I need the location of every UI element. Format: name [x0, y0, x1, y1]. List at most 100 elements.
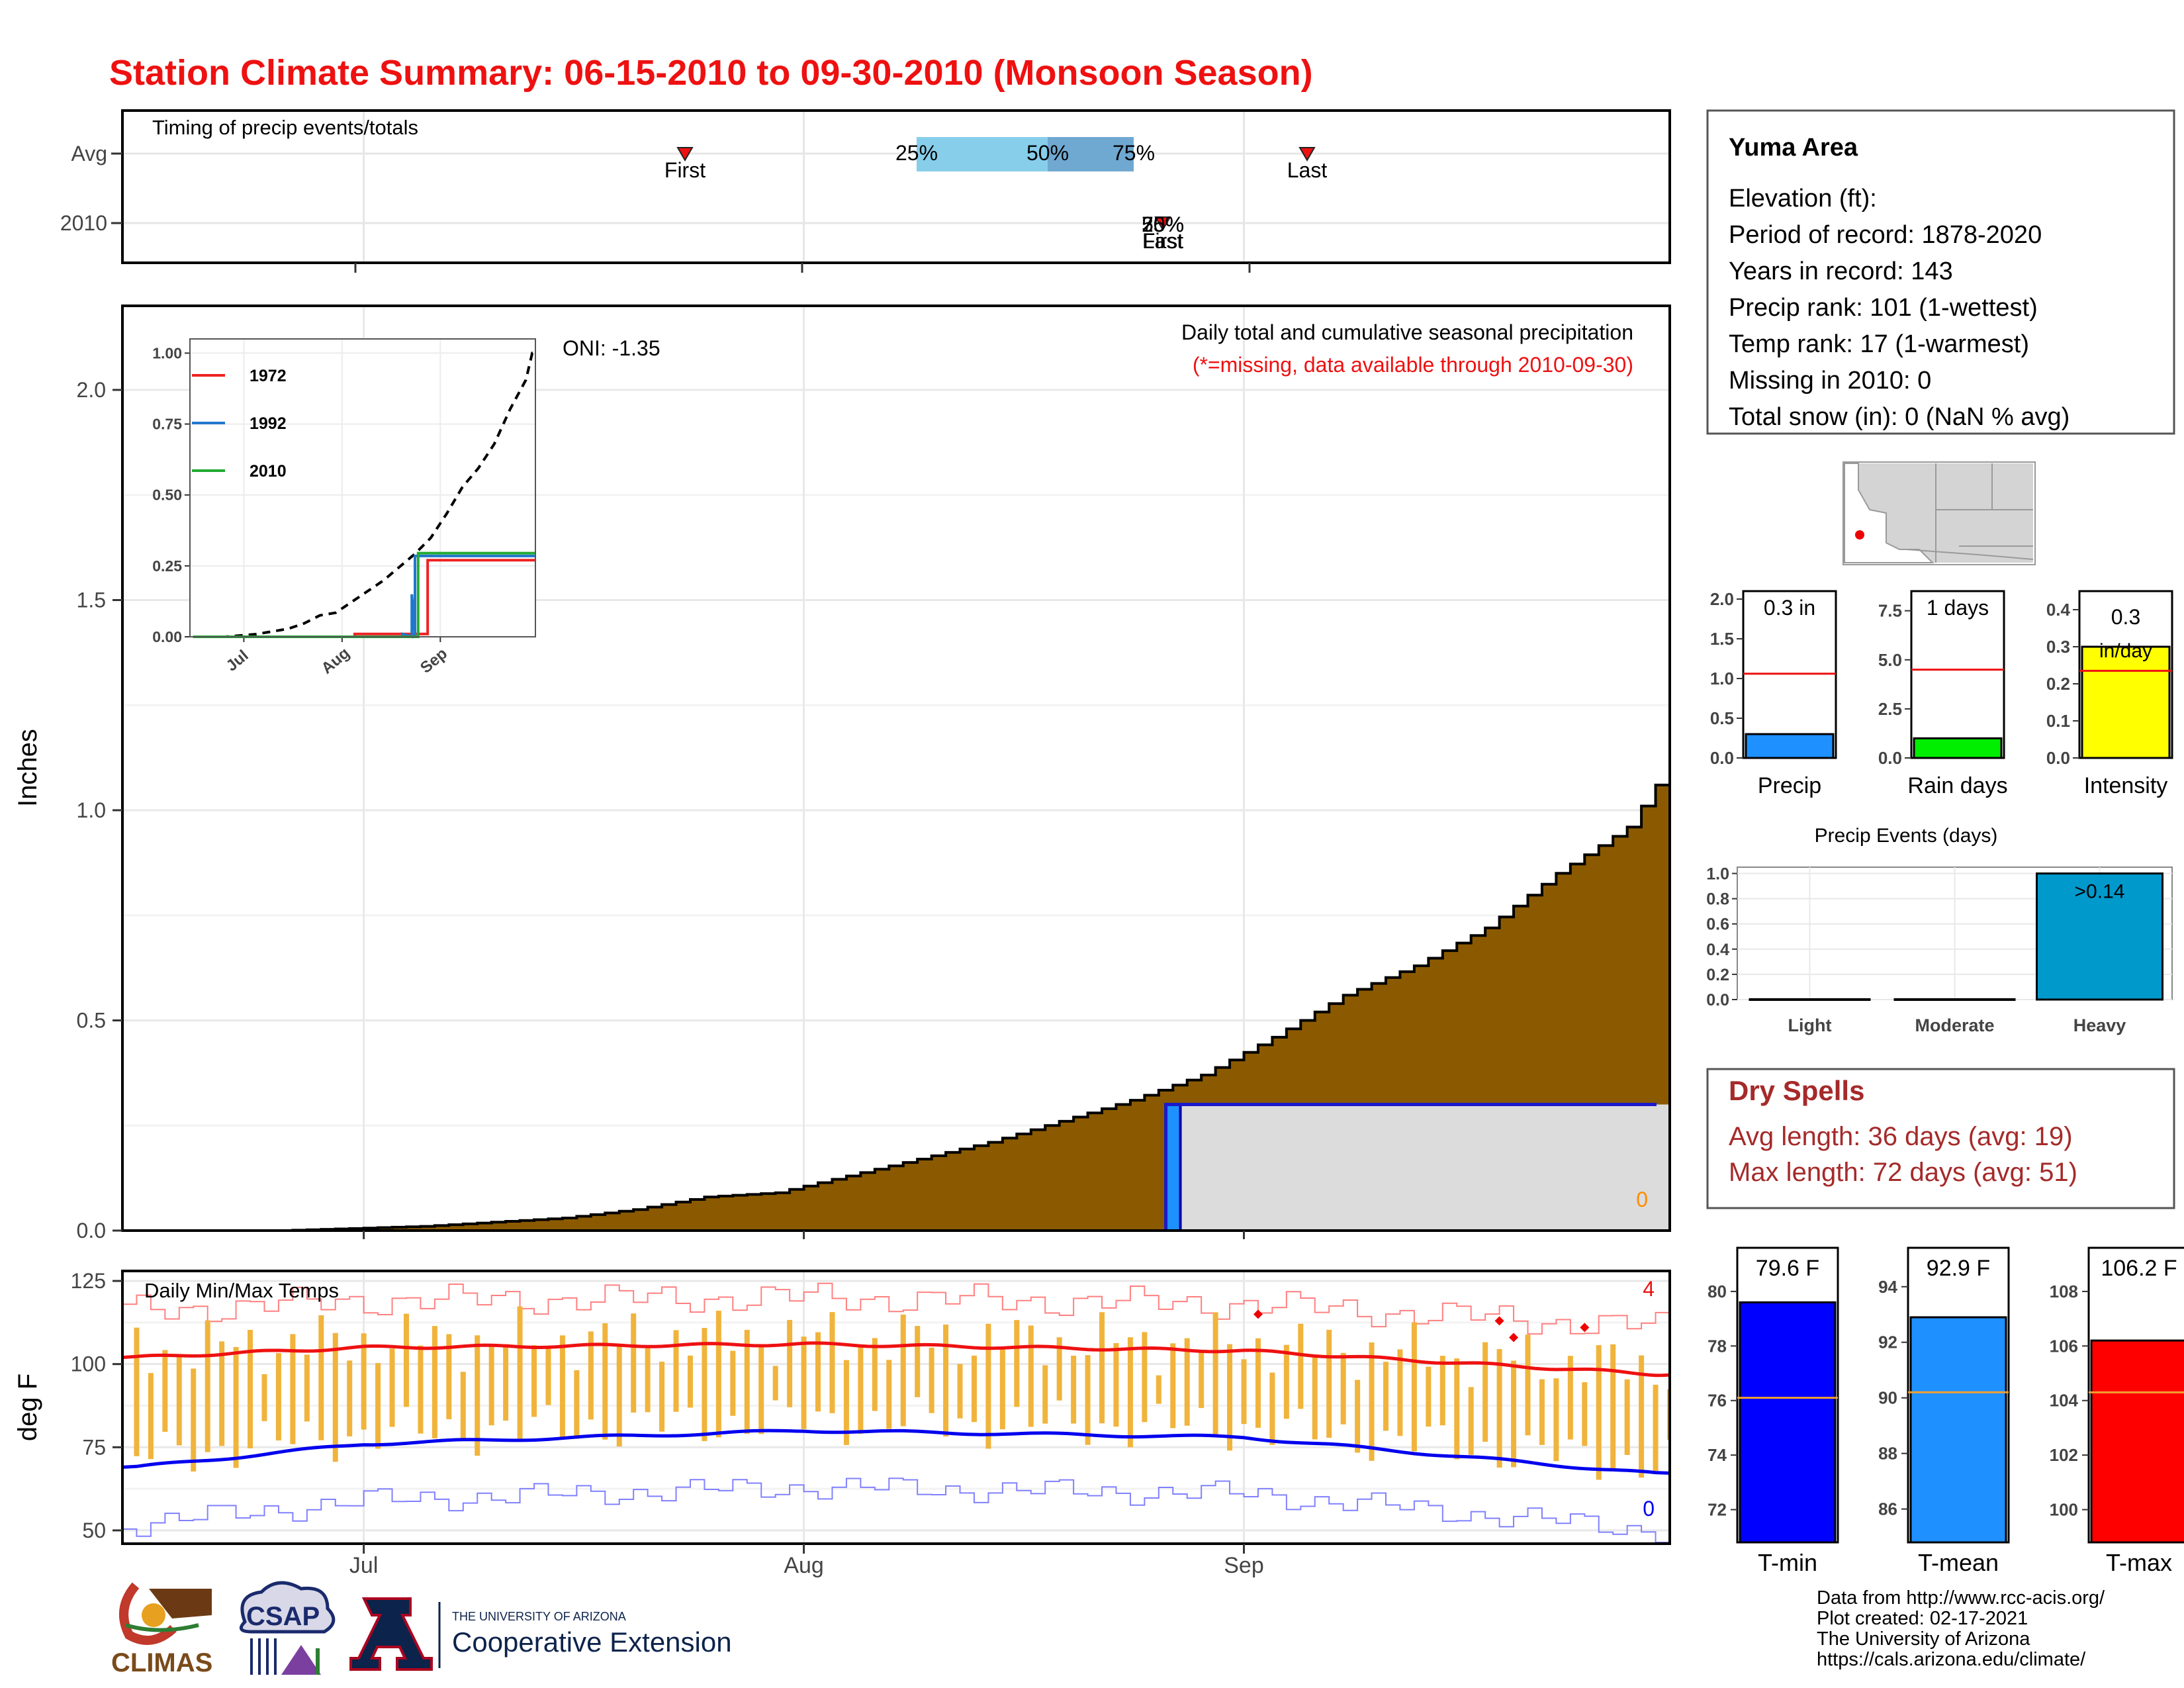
dry-spells-title: Dry Spells [1729, 1075, 1864, 1106]
events-category-label: Moderate [1915, 1015, 1994, 1035]
climas-logo: CLIMAS [111, 1582, 212, 1677]
daily-temp-bar [943, 1324, 949, 1437]
events-y-tick-label: 1.0 [1706, 865, 1729, 884]
station-info-box: Yuma Area Elevation (ft): Period of recor… [1706, 109, 2175, 435]
daily-temp-bar [205, 1320, 210, 1452]
y2010-daily-bar [1164, 1103, 1182, 1231]
mini-bar-frame [1910, 590, 2005, 759]
daily-temp-bar [588, 1331, 594, 1420]
daily-temp-bar [1525, 1335, 1531, 1436]
precip-events-chart: Precip Events (days) 0.0 0.2 0.4 0.6 0.8 1.0 L… [1706, 825, 2173, 1035]
daily-temp-bar [418, 1345, 424, 1434]
x-axis-tick-label: Sep [1224, 1553, 1264, 1578]
daily-temp-bar [1653, 1384, 1659, 1472]
temp-box-label: T-min [1758, 1549, 1817, 1576]
mini-bar-rain-days: 0.0 2.5 5.0 7.5 1 days Rain days [1878, 590, 2008, 798]
daily-temp-bar [1298, 1323, 1304, 1409]
record-hit-marker [1253, 1309, 1263, 1319]
daily-temp-bar [1340, 1352, 1346, 1425]
daily-temp-bar [1142, 1332, 1148, 1423]
record-hit-marker [1509, 1333, 1519, 1342]
daily-temp-bar [304, 1354, 310, 1422]
avg-p50-label: 50% [1026, 141, 1069, 165]
daily-temp-bar [1184, 1338, 1190, 1426]
daily-temp-bar [1426, 1366, 1432, 1427]
precip-y-tick-label: 2.0 [77, 378, 106, 402]
timing-row-2010: 2010 [60, 211, 107, 235]
mini-bar-y-tick-label: 1.0 [1710, 669, 1734, 688]
avg-max-temp-line [122, 1341, 1670, 1378]
temp-box-y-tick-label: 72 [1707, 1500, 1727, 1520]
temp-panel: 50 75 100 125 deg F Daily Min/Max Temps 4 0… [13, 1231, 1671, 1578]
avg-min-temp-line [122, 1429, 1670, 1475]
daily-temp-bar [843, 1360, 849, 1445]
temp-box-y-tick-label: 76 [1707, 1391, 1727, 1411]
daily-temp-bar [361, 1333, 367, 1430]
daily-temp-bar [900, 1314, 906, 1427]
daily-temp-bar [744, 1329, 750, 1434]
mini-bar-y-tick-label: 0.0 [2046, 748, 2070, 768]
daily-temp-bar [758, 1346, 764, 1434]
station-info-line: Years in record: 143 [1729, 258, 1953, 285]
daily-temp-bar [1312, 1355, 1318, 1440]
dry-spells-box: Dry Spells Avg length: 36 days (avg: 19)… [1706, 1068, 2175, 1209]
mini-bar-value-label: 0.3 [2111, 605, 2140, 629]
temp-box-bar [2090, 1339, 2184, 1544]
daily-temp-bar [1071, 1355, 1077, 1424]
daily-temp-bar [1283, 1344, 1289, 1419]
temp-box-label: T-max [2106, 1549, 2172, 1576]
avg-p25-label: 25% [895, 141, 938, 165]
ua-logo-small-text: THE UNIVERSITY OF ARIZONA [452, 1610, 626, 1623]
daily-temp-bar [915, 1326, 921, 1397]
temp-y-label: deg F [13, 1374, 42, 1441]
inset-avg-dashed-line [193, 352, 535, 638]
temp-box-value-label: 92.9 F [1927, 1256, 1990, 1281]
daily-temp-bar [1383, 1362, 1389, 1431]
daily-temp-bar [432, 1326, 437, 1438]
y2010-p25-label: 25% [1142, 212, 1184, 236]
daily-temp-bar [858, 1346, 864, 1434]
temp-box-y-tick-label: 108 [2050, 1282, 2078, 1301]
temp-box-bar [1909, 1316, 2007, 1544]
station-name: Yuma Area [1729, 134, 1858, 162]
daily-temp-bar [233, 1346, 239, 1468]
events-title: Precip Events (days) [1815, 825, 1998, 847]
daily-temp-bar [985, 1323, 991, 1449]
mini-bar-y-tick-label: 5.0 [1878, 650, 1902, 670]
daily-temp-bar [1212, 1312, 1218, 1436]
station-info-line: Temp rank: 17 (1-warmest) [1729, 330, 2029, 358]
daily-temp-bar [1553, 1378, 1559, 1462]
daily-temp-bar [545, 1345, 551, 1405]
temp-box-y-tick-label: 92 [1878, 1333, 1897, 1352]
mini-bar-value-label: 0.3 in [1764, 596, 1815, 620]
inset-y-tick-label: 0.00 [152, 628, 182, 645]
daily-temp-bar [971, 1355, 977, 1423]
inset-frame [189, 338, 536, 637]
mini-bar-y-tick-label: 7.5 [1878, 601, 1902, 621]
precip-y-tick-label: 1.0 [77, 798, 106, 822]
daily-temp-bar [1582, 1382, 1588, 1446]
mini-bar-y-tick-label: 0.5 [1710, 708, 1734, 728]
avg-50-75-band [1048, 137, 1134, 171]
avg-last-marker [1298, 147, 1316, 162]
avg-p75-label: 75% [1113, 141, 1155, 165]
daily-temp-bar [1028, 1325, 1034, 1427]
daily-temp-bar [1113, 1342, 1119, 1427]
mini-bar-y-tick-label: 2.5 [1878, 699, 1902, 719]
daily-temp-bar [403, 1313, 409, 1407]
mini-bar-value [1745, 733, 1835, 759]
events-category-label: Light [1788, 1015, 1832, 1035]
daily-temp-bar [1454, 1358, 1460, 1460]
cold-count-label: 0 [1643, 1497, 1655, 1521]
inset-y-tick-label: 0.75 [152, 416, 182, 433]
y2010-first-marker [1154, 216, 1171, 231]
daily-temp-bar [219, 1341, 225, 1446]
events-bar [2036, 872, 2163, 1001]
mini-bar-value-label: 1 days [1927, 596, 1989, 620]
avg-first-marker [676, 147, 694, 162]
y2010-last-label: Last [1143, 229, 1183, 253]
daily-temp-bar [517, 1306, 523, 1439]
daily-temp-bar [616, 1344, 622, 1447]
daily-temp-bar [531, 1345, 537, 1417]
mini-bar-y-tick-label: 0.1 [2046, 711, 2070, 731]
